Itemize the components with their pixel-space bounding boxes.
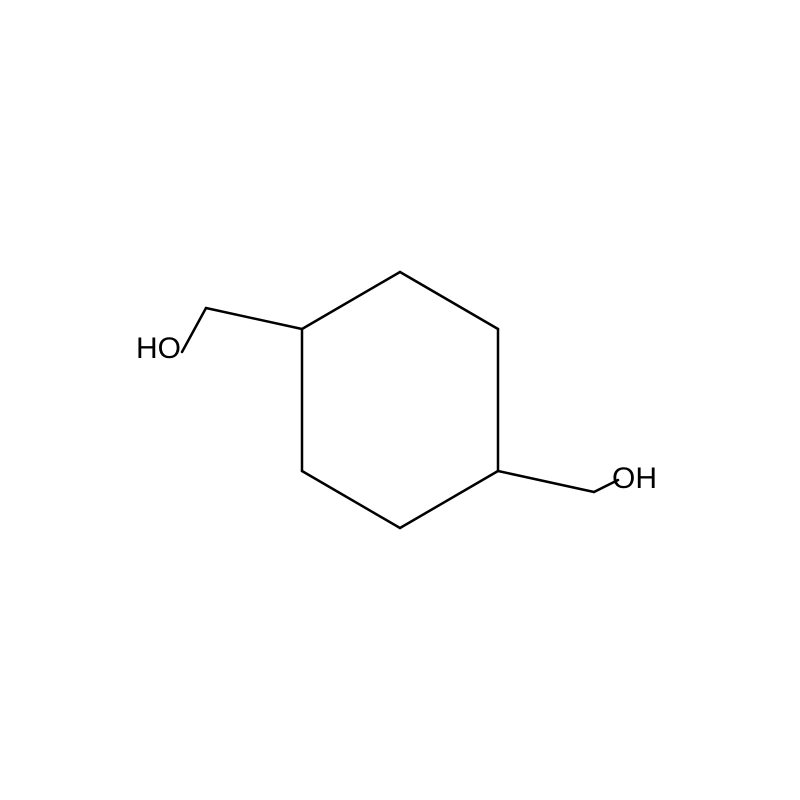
hydroxyl-label-left: HO bbox=[136, 332, 181, 366]
hydroxyl-label-right: OH bbox=[612, 462, 657, 496]
molecule-canvas: HO OH bbox=[0, 0, 800, 800]
bond-group bbox=[182, 272, 618, 528]
molecule-svg bbox=[0, 0, 800, 800]
